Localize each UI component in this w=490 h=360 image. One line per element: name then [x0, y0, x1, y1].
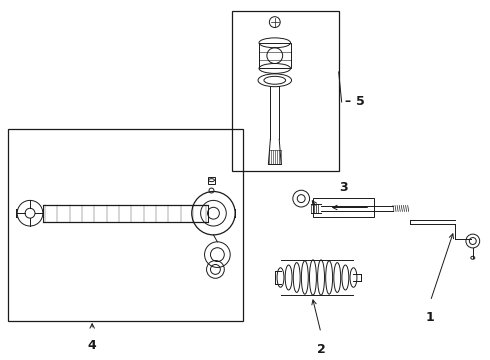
Text: 1: 1: [426, 311, 435, 324]
Text: 2: 2: [317, 343, 325, 356]
Bar: [313, 198, 374, 217]
Bar: [208, 177, 216, 184]
Bar: [8, 129, 243, 321]
Text: 4: 4: [88, 339, 97, 352]
Bar: [259, 43, 291, 68]
Bar: [232, 11, 339, 171]
Text: –: –: [344, 95, 351, 108]
Text: 3: 3: [339, 181, 348, 194]
Text: 5: 5: [356, 95, 365, 108]
